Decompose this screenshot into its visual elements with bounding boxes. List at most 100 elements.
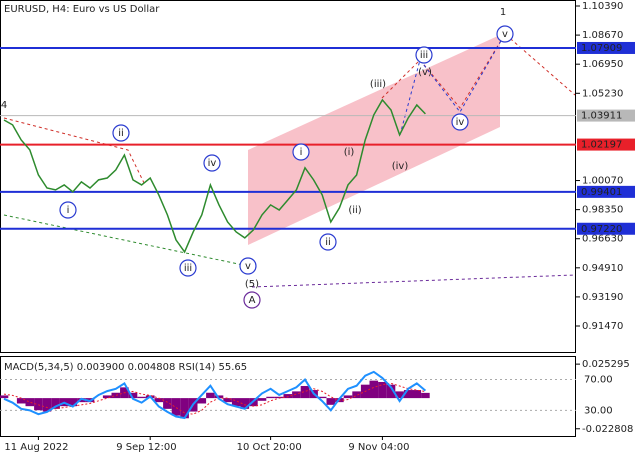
level-label: 1.02197 xyxy=(581,140,622,151)
macd-bar xyxy=(369,380,379,399)
macd-bar xyxy=(283,394,293,399)
x-tick-label: 9 Sep 12:00 xyxy=(116,442,176,453)
y-tick-label: 0.025295 xyxy=(582,359,630,370)
level-label: 1.03911 xyxy=(581,111,622,122)
wave-label: iv xyxy=(208,158,217,169)
y-tick-label: 0.96630 xyxy=(582,234,623,245)
macd-bar xyxy=(395,391,404,399)
macd-bar xyxy=(68,398,78,407)
rsi-line xyxy=(3,370,427,420)
level-label-box xyxy=(577,41,635,54)
macd-bar xyxy=(128,392,138,399)
wave-label: (5) xyxy=(245,279,259,290)
macd-bar xyxy=(0,395,9,399)
level-label-box xyxy=(577,222,635,235)
wave-label: (v) xyxy=(418,67,432,78)
level-label-box xyxy=(577,185,635,198)
y-tick-label: 1.08670 xyxy=(582,30,623,41)
macd-bar xyxy=(386,384,396,399)
x-tick-label: 11 Aug 2022 xyxy=(4,442,68,453)
wave-label-circle xyxy=(239,257,257,275)
wave-label-circle xyxy=(243,291,261,309)
macd-bar xyxy=(300,386,310,399)
wave-path xyxy=(3,117,146,186)
macd-bar xyxy=(403,390,413,399)
wave-label: v xyxy=(245,261,251,272)
macd-bar xyxy=(378,381,387,399)
y-tick-label: 1.00070 xyxy=(582,176,623,187)
macd-bar xyxy=(42,398,52,412)
y-tick-label: 1.05230 xyxy=(582,88,623,99)
wave-label: (iv) xyxy=(392,161,409,172)
macd-bar xyxy=(223,398,232,403)
main-panel-frame xyxy=(0,0,576,353)
macd-bar xyxy=(240,398,250,409)
macd-bar xyxy=(51,398,60,409)
wave-label: i xyxy=(67,205,70,216)
wave-label: A xyxy=(249,295,256,306)
wave-label: ii xyxy=(325,237,331,248)
macd-bar xyxy=(317,396,327,399)
wave-label-circle xyxy=(451,113,469,131)
chart-title: EURUSD, H4: Euro vs US Dollar xyxy=(4,4,160,15)
wave-label-circle xyxy=(59,201,77,219)
level-label: 0.99401 xyxy=(581,187,622,198)
wave-label: iii xyxy=(420,50,428,61)
y-tick-label: 0.94910 xyxy=(582,263,623,274)
wave-label-circle xyxy=(203,154,221,172)
wave-label-circle xyxy=(292,143,310,161)
wave-label: ii xyxy=(118,128,124,139)
price-line xyxy=(3,98,426,254)
macd-bar xyxy=(412,390,422,399)
wave-label-circle xyxy=(319,233,337,251)
macd-bar xyxy=(111,392,121,399)
macd-bar xyxy=(180,398,189,419)
x-tick-label: 9 Nov 04:00 xyxy=(348,442,409,453)
macd-bar xyxy=(16,398,26,404)
y-tick-label: 0.91470 xyxy=(582,321,623,332)
y2-tick-label: 70.00 xyxy=(584,375,613,386)
wave-label: 1 xyxy=(500,7,506,18)
wave-projection xyxy=(399,33,506,136)
y-tick-label: 0.93190 xyxy=(582,292,623,303)
x-tick-label: 10 Oct 20:00 xyxy=(237,442,302,453)
y-tick-label: -0.022808 xyxy=(582,424,633,435)
wave-projection xyxy=(381,33,576,109)
level-label-box xyxy=(577,109,635,122)
y2-tick-label: 30.00 xyxy=(584,405,613,416)
y-tick-label: 1.10390 xyxy=(582,1,623,12)
wave-label-circle xyxy=(112,124,130,142)
level-label-box xyxy=(577,138,635,151)
macd-bar xyxy=(171,398,181,416)
indicator-title: MACD(5,34,5) 0.003900 0.004808 RSI(14) 5… xyxy=(4,362,247,373)
wave-label: v xyxy=(502,29,508,40)
level-label: 1.07909 xyxy=(581,43,622,54)
wave-label: i xyxy=(300,147,303,158)
wave-label: 4 xyxy=(1,100,7,111)
wave-label: (ii) xyxy=(348,205,361,216)
y-tick-label: 0.98350 xyxy=(582,205,623,216)
wave-label: (iii) xyxy=(370,79,386,90)
macd-bar xyxy=(102,395,112,399)
macd-bar xyxy=(163,398,172,409)
macd-bar xyxy=(25,398,35,407)
macd-bar xyxy=(214,395,224,399)
macd-bar xyxy=(197,398,207,404)
macd-bar xyxy=(137,396,146,399)
macd-bar xyxy=(257,398,267,401)
macd-bar xyxy=(326,398,336,405)
wave-label-circle xyxy=(496,25,514,43)
wave-label-circle xyxy=(179,259,197,277)
macd-bar xyxy=(352,391,361,399)
macd-bar xyxy=(34,398,43,411)
macd-bar xyxy=(292,391,301,399)
y-tick-label: 1.06950 xyxy=(582,59,623,70)
level-label: 0.97220 xyxy=(581,224,622,235)
macd-bar xyxy=(343,395,353,399)
macd-bar xyxy=(154,398,164,403)
wave-label: (i) xyxy=(344,147,355,158)
wave-label: iii xyxy=(184,263,192,274)
macd-bar xyxy=(274,396,284,399)
macd-bar xyxy=(421,392,430,399)
